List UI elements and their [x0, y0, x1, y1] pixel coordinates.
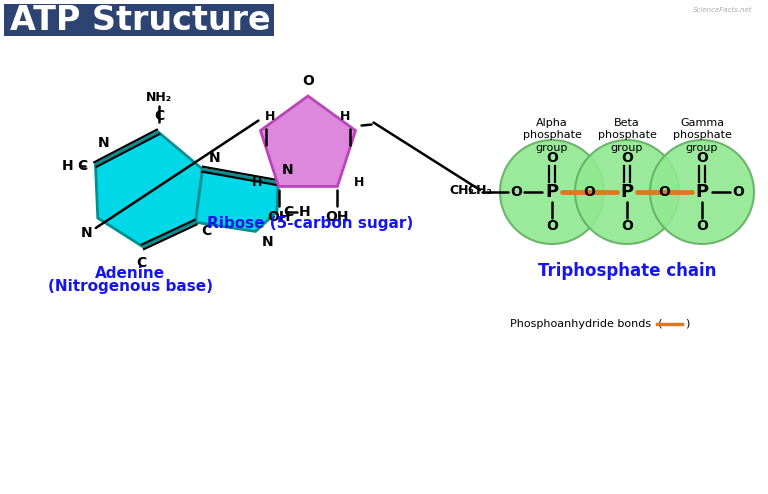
Text: O: O [621, 151, 633, 165]
Text: N: N [81, 226, 93, 240]
Text: ): ) [685, 319, 690, 329]
Text: O: O [732, 185, 744, 199]
Text: OH: OH [326, 210, 349, 224]
Text: ScienceFacts.net: ScienceFacts.net [693, 7, 752, 13]
Text: P: P [696, 183, 709, 201]
Text: O: O [546, 219, 558, 233]
Text: Beta
phosphate
group: Beta phosphate group [598, 118, 657, 153]
Text: O: O [584, 185, 595, 199]
FancyBboxPatch shape [4, 4, 274, 36]
Circle shape [500, 140, 604, 244]
Text: OH: OH [266, 210, 290, 224]
Text: C: C [78, 160, 88, 173]
Text: H: H [252, 176, 263, 189]
Text: Adenine: Adenine [95, 266, 165, 281]
Text: C: C [136, 256, 146, 270]
Text: H: H [61, 160, 74, 173]
Text: C: C [154, 109, 164, 123]
Text: H: H [299, 205, 310, 219]
Polygon shape [196, 169, 278, 231]
Text: Phosphoanhydride bonds  (: Phosphoanhydride bonds ( [510, 319, 663, 329]
Text: P: P [621, 183, 634, 201]
Text: O: O [302, 74, 314, 88]
Circle shape [575, 140, 679, 244]
Text: NH₂: NH₂ [146, 91, 172, 104]
Polygon shape [95, 132, 203, 247]
Text: O: O [696, 151, 708, 165]
Text: N: N [261, 236, 273, 249]
Text: N: N [208, 151, 220, 165]
Text: H: H [265, 110, 276, 123]
Polygon shape [260, 96, 356, 186]
Text: (Nitrogenous base): (Nitrogenous base) [48, 279, 213, 294]
Text: Alpha
phosphate
group: Alpha phosphate group [522, 118, 581, 153]
Text: P: P [545, 183, 558, 201]
Circle shape [650, 140, 754, 244]
Text: C: C [201, 224, 212, 238]
Text: C: C [283, 205, 293, 219]
Text: N: N [98, 136, 110, 150]
Text: CH₂: CH₂ [449, 183, 474, 197]
Text: Ribose (5-carbon sugar): Ribose (5-carbon sugar) [207, 216, 413, 231]
Text: H: H [353, 176, 364, 189]
Text: O: O [621, 219, 633, 233]
Text: H: H [340, 110, 351, 123]
Text: O: O [696, 219, 708, 233]
Text: ATP Structure: ATP Structure [10, 3, 270, 37]
Text: N: N [282, 163, 294, 177]
Text: Triphosphate chain: Triphosphate chain [538, 262, 717, 280]
Text: O: O [510, 185, 522, 199]
Text: Gamma
phosphate
group: Gamma phosphate group [673, 118, 731, 153]
Text: O: O [659, 185, 670, 199]
Text: O: O [546, 151, 558, 165]
Text: CH₂: CH₂ [467, 183, 492, 197]
